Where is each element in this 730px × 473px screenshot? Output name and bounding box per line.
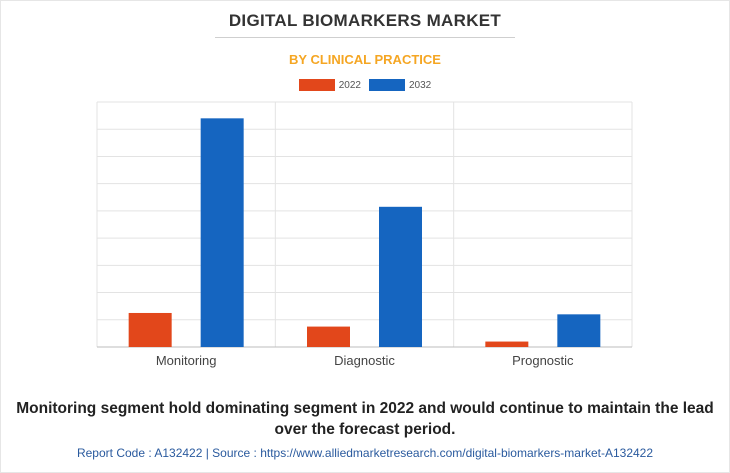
chart-title: DIGITAL BIOMARKERS MARKET [228, 11, 502, 30]
source-footer: Report Code : A132422 | Source : https:/… [76, 446, 654, 460]
legend-label-2022: 2022 [338, 79, 361, 91]
bar-monitoring-2022 [128, 312, 172, 347]
legend-item-2022: 2022 [298, 79, 361, 91]
bar-diagnostic-2022 [307, 326, 350, 347]
x-tick-label: Prognostic [512, 353, 574, 368]
legend-label-2032: 2032 [409, 79, 432, 91]
chart-legend: 2022 2032 [0, 79, 730, 91]
x-tick-label: Monitoring [156, 353, 217, 368]
chart-subtitle: BY CLINICAL PRACTICE [289, 52, 441, 67]
title-divider [215, 37, 515, 38]
legend-swatch-2032 [369, 79, 405, 91]
bar-prognostic-2022 [485, 341, 529, 347]
x-tick-label: Diagnostic [334, 353, 395, 368]
legend-swatch-2022 [298, 79, 335, 91]
bar-prognostic-2032 [557, 314, 601, 347]
bar-monitoring-2032 [200, 118, 244, 347]
legend-item-2032: 2032 [369, 79, 431, 91]
chart-caption: Monitoring segment hold dominating segme… [16, 400, 714, 438]
bar-diagnostic-2032 [379, 206, 422, 347]
